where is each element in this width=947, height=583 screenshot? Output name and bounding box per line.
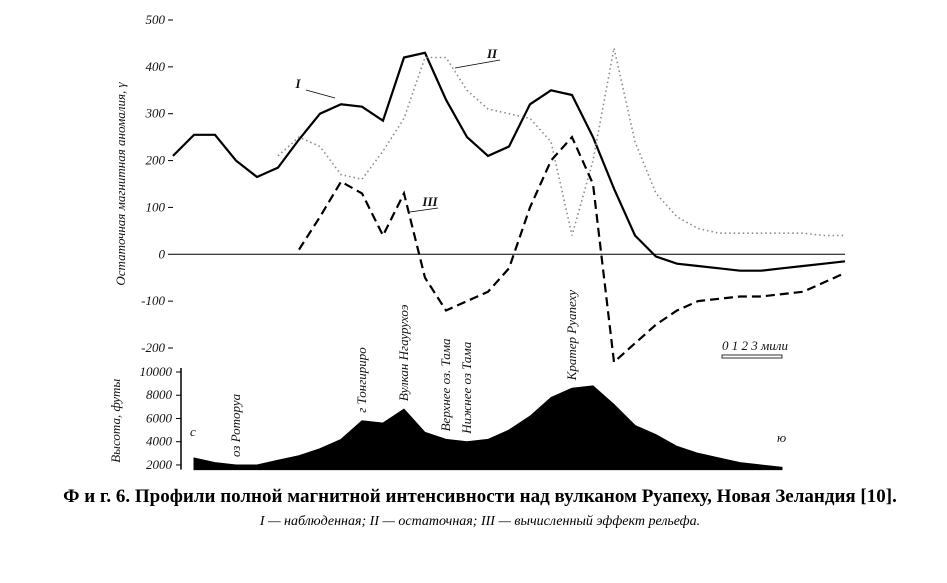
series-line <box>172 51 846 272</box>
series-line <box>298 135 846 365</box>
y-tick-label: 2000 <box>146 457 173 472</box>
y-tick-label: 0 <box>159 246 166 261</box>
location-label: Вулкан Нгаурухоэ <box>396 304 411 401</box>
y-tick-label: 200 <box>146 153 166 168</box>
caption-title: Ф и г. 6. Профили полной магнитной интен… <box>63 486 897 507</box>
leader-line <box>305 89 336 99</box>
y-tick-label: 500 <box>146 12 166 27</box>
direction-label: ю <box>777 430 786 445</box>
location-label: оз Роторуа <box>228 393 243 457</box>
y-tick-label: 400 <box>146 59 166 74</box>
scale-bar-label: 0 1 2 3 мили <box>722 338 788 353</box>
series-name: II <box>486 46 498 61</box>
leader-line <box>409 207 439 213</box>
series-line <box>277 47 845 237</box>
caption-legend: I — наблюденная; II — остаточная; III — … <box>259 514 701 529</box>
y-tick-label: 6000 <box>146 410 173 425</box>
location-label: г Тонгириро <box>354 347 369 413</box>
leader-line <box>454 59 501 69</box>
caption-box: Ф и г. 6. Профили полной магнитной интен… <box>20 486 940 530</box>
y-tick-label: 300 <box>145 106 166 121</box>
y-tick-label: -200 <box>141 340 165 355</box>
y-tick-label: -100 <box>141 293 165 308</box>
y-tick-label: 10000 <box>140 364 173 379</box>
series-name: III <box>421 194 438 209</box>
y-axis-label: Высота, футы <box>108 379 123 463</box>
series-name: I <box>294 76 301 91</box>
direction-label: с <box>190 424 196 439</box>
location-label: Верхнее оз. Тама <box>438 338 453 431</box>
y-tick-label: 8000 <box>146 387 173 402</box>
caption: Ф и г. 6. Профили полной магнитной интен… <box>20 486 940 530</box>
location-label: Нижнее оз Тама <box>459 341 474 434</box>
y-tick-label: 100 <box>146 199 166 214</box>
y-tick-label: 4000 <box>146 434 173 449</box>
scale-bar <box>721 354 783 359</box>
location-label: Кратер Руапеху <box>564 290 579 382</box>
area <box>193 385 783 471</box>
y-axis-label: Остаточная магнитная аномалия, γ <box>113 82 128 286</box>
